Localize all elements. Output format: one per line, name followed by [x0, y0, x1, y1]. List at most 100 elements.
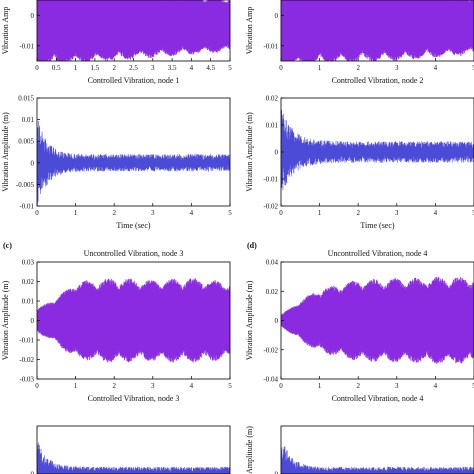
x-tick-label: 5 — [472, 209, 474, 217]
x-tick-label: 4 — [434, 382, 438, 390]
x-tick-label: 5 — [472, 382, 474, 390]
y-tick-label: 0.01 — [266, 122, 279, 130]
y-tick-label: 0.015 — [18, 95, 34, 103]
panel-letter: (d) — [247, 241, 257, 250]
series-line-d-controlled-4 — [281, 446, 474, 474]
y-tick-label: 0 — [31, 471, 35, 474]
x-tick-label: 4 — [190, 64, 194, 72]
y-tick-label: 0.03 — [22, 259, 35, 267]
y-tick-label: -0.01 — [263, 176, 278, 184]
y-tick-label: -0.01 — [19, 203, 34, 211]
y-tick-label: 0.04 — [266, 259, 279, 267]
panel-a-uncontrolled-1: 0 -0.01 0 0.5 1 1.5 2 2.5 3 3.5 4 4.5 5 Controlled Vi… — [1, 0, 232, 85]
panel-letter: (c) — [3, 241, 12, 250]
x-tick-label: 1 — [74, 382, 78, 390]
x-tick-label: 0 — [35, 382, 39, 390]
y-tick-label: 0 — [31, 317, 35, 325]
panel-title: Uncontrolled Vibration, node 4 — [328, 249, 428, 258]
x-tick-label: 2 — [356, 64, 360, 72]
panel-c-controlled-3: 0 — [31, 425, 231, 474]
x-tick-label: 4 — [434, 64, 438, 72]
x-tick-label: 3 — [151, 382, 155, 390]
x-tick-label: 2.5 — [129, 64, 138, 72]
x-tick-label: 3 — [395, 382, 399, 390]
x-tick-label: 1 — [318, 382, 322, 390]
x-tick-label: 3.5 — [168, 64, 177, 72]
x-tick-label: 1 — [74, 64, 78, 72]
y-axis-label: Vibration Amplitude (m) — [245, 112, 254, 192]
x-axis-label: Time (sec) — [360, 221, 394, 230]
y-axis-label: Vibration Amp — [1, 7, 10, 55]
y-tick-label: -0.02 — [263, 346, 278, 354]
x-tick-label: 2 — [112, 64, 116, 72]
panel-c-uncontrolled-3: 0.030.020.010-0.01-0.02-0.030 1 2 3 4 5Contro… — [1, 241, 232, 403]
y-tick-label: 0.02 — [266, 288, 279, 296]
x-tick-label: 1.5 — [91, 64, 100, 72]
y-tick-label: -0.02 — [19, 356, 34, 364]
x-tick-label: 3 — [395, 64, 399, 72]
x-tick-label: 3 — [395, 209, 399, 217]
series-line-a-uncontrolled-2 — [281, 0, 474, 61]
y-tick-label: 0 — [275, 149, 279, 157]
x-tick-label: 5 — [228, 382, 232, 390]
x-tick-label: 4 — [190, 382, 194, 390]
plot-frame — [280, 425, 474, 474]
plot-frame — [36, 97, 231, 207]
x-tick-label: 2 — [112, 382, 116, 390]
x-tick-label: 1 — [74, 209, 78, 217]
x-tick-label: 0 — [279, 64, 283, 72]
x-axis-label: Controlled Vibration, node 1 — [88, 76, 180, 85]
x-tick-label: 5 — [228, 64, 232, 72]
y-tick-label: 0 — [275, 471, 279, 474]
y-axis-label: Vibration Amplitude (m) — [1, 112, 10, 192]
panel-a-uncontrolled-2: 0 -0.01 0 1 2 3 4 5 Controlled Vibration, node 2… — [245, 0, 474, 85]
y-tick-label: -0.01 — [19, 42, 34, 50]
x-tick-label: 0 — [279, 209, 283, 217]
y-axis-label: Amplitude (m) — [245, 426, 254, 474]
series-line-a-uncontrolled-1 — [37, 0, 230, 61]
y-tick-label: -0.03 — [19, 376, 34, 384]
series-line-c-controlled-3 — [37, 442, 230, 474]
y-tick-label: -0.02 — [263, 203, 278, 211]
y-tick-label: 0.01 — [22, 116, 35, 124]
y-axis-label: Vibration Amp — [245, 7, 254, 55]
y-tick-label: 0 — [275, 317, 279, 325]
x-tick-label: 4 — [434, 209, 438, 217]
y-axis-label: Vibration Amplitude (m) — [1, 280, 10, 360]
y-tick-label: 0.02 — [266, 95, 279, 103]
plot-frame — [36, 425, 231, 474]
x-tick-label: 4.5 — [206, 64, 215, 72]
y-tick-label: 0 — [275, 12, 279, 20]
x-axis-label: Time (sec) — [116, 221, 150, 230]
x-tick-label: 5 — [472, 64, 474, 72]
x-axis-label: Controlled Vibration, node 2 — [332, 76, 424, 85]
x-tick-label: 0.5 — [52, 64, 61, 72]
y-tick-label: 0.005 — [18, 138, 34, 146]
x-tick-label: 0 — [35, 209, 39, 217]
y-tick-label: -0.01 — [263, 42, 278, 50]
x-tick-label: 3 — [151, 209, 155, 217]
series-line-d-uncontrolled-4 — [281, 276, 474, 365]
y-tick-label: -0.005 — [16, 181, 35, 189]
plot-frame — [280, 0, 474, 62]
y-tick-label: 0 — [31, 12, 35, 20]
x-tick-label: 1 — [318, 64, 322, 72]
x-tick-label: 2 — [112, 209, 116, 217]
x-tick-label: 1 — [318, 209, 322, 217]
x-tick-label: 3 — [151, 64, 155, 72]
y-axis-label: Vibration Amplitude (m) — [245, 280, 254, 360]
panel-d-controlled-4: 0 Amplitude (m) — [245, 425, 474, 474]
y-tick-label: 0.02 — [22, 278, 35, 286]
y-tick-label: -0.01 — [19, 337, 34, 345]
x-tick-label: 2 — [356, 382, 360, 390]
series-line-a-controlled-1 — [37, 121, 230, 204]
y-tick-label: -0.04 — [263, 376, 278, 384]
x-axis-label: Controlled Vibration, node 3 — [88, 394, 180, 403]
x-tick-label: 5 — [228, 209, 232, 217]
x-tick-label: 0 — [35, 64, 39, 72]
panel-title: Uncontrolled Vibration, node 3 — [84, 249, 184, 258]
